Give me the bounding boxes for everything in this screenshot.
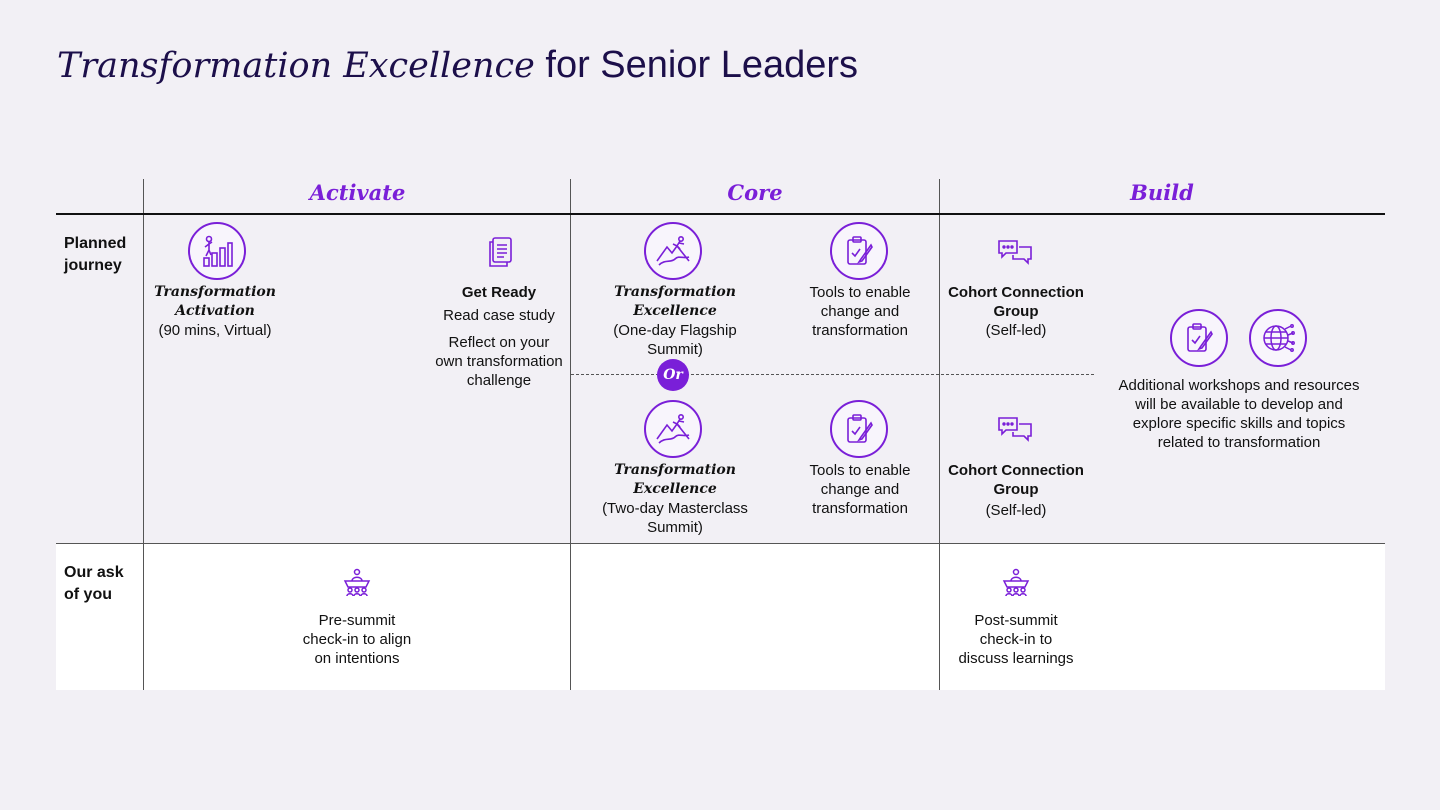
activation-block: Transformation Activation (90 mins, Virt… (154, 284, 276, 339)
additional-resources-block: Additional workshops and resources will … (1118, 377, 1360, 451)
or-divider-line (571, 374, 1094, 375)
climber-growth-chart-icon (188, 222, 246, 280)
row-label-planned-journey: Planned journey (64, 235, 127, 274)
column-divider (939, 179, 940, 690)
page-title: Transformation Excellence for Senior Lea… (57, 44, 858, 87)
clipboard-pencil-icon (830, 222, 888, 280)
cohort-block-1: Cohort Connection Group (Self-led) (948, 284, 1084, 339)
row-divider (56, 543, 1385, 544)
meeting-table-icon (1000, 566, 1032, 598)
chat-bubbles-icon (996, 238, 1034, 266)
tools-block-1: Tools to enable change and transformatio… (809, 284, 911, 339)
page-title-italic: Transformation Excellence (57, 46, 535, 86)
document-icon (484, 235, 516, 269)
column-divider (570, 179, 571, 690)
header-divider (56, 213, 1385, 215)
mountain-climber-icon (644, 400, 702, 458)
column-divider (143, 179, 144, 690)
chat-bubbles-icon (996, 415, 1034, 443)
pre-summit-block: Pre-summit check-in to align on intentio… (302, 612, 412, 667)
phase-build: Build (1130, 180, 1194, 205)
clipboard-pencil-icon (830, 400, 888, 458)
flagship-block: Transformation Excellence (One-day Flags… (613, 284, 737, 358)
meeting-table-icon (341, 566, 373, 598)
phase-core: Core (727, 180, 783, 205)
ask-row-background (56, 544, 1385, 690)
post-summit-block: Post-summit check-in to discuss learning… (958, 612, 1074, 667)
mountain-climber-icon (644, 222, 702, 280)
phase-activate: Activate (309, 180, 406, 205)
masterclass-block: Transformation Excellence (Two-day Maste… (602, 462, 748, 536)
globe-network-icon (1249, 309, 1307, 367)
clipboard-pencil-icon (1170, 309, 1228, 367)
get-ready-block: Get Ready Read case study Reflect on you… (435, 284, 563, 389)
tools-block-2: Tools to enable change and transformatio… (809, 462, 911, 517)
row-label-our-ask: Our ask of you (64, 564, 124, 603)
page-title-rest: for Senior Leaders (534, 44, 859, 86)
or-badge: Or (657, 359, 689, 391)
cohort-block-2: Cohort Connection Group (Self-led) (948, 462, 1084, 519)
